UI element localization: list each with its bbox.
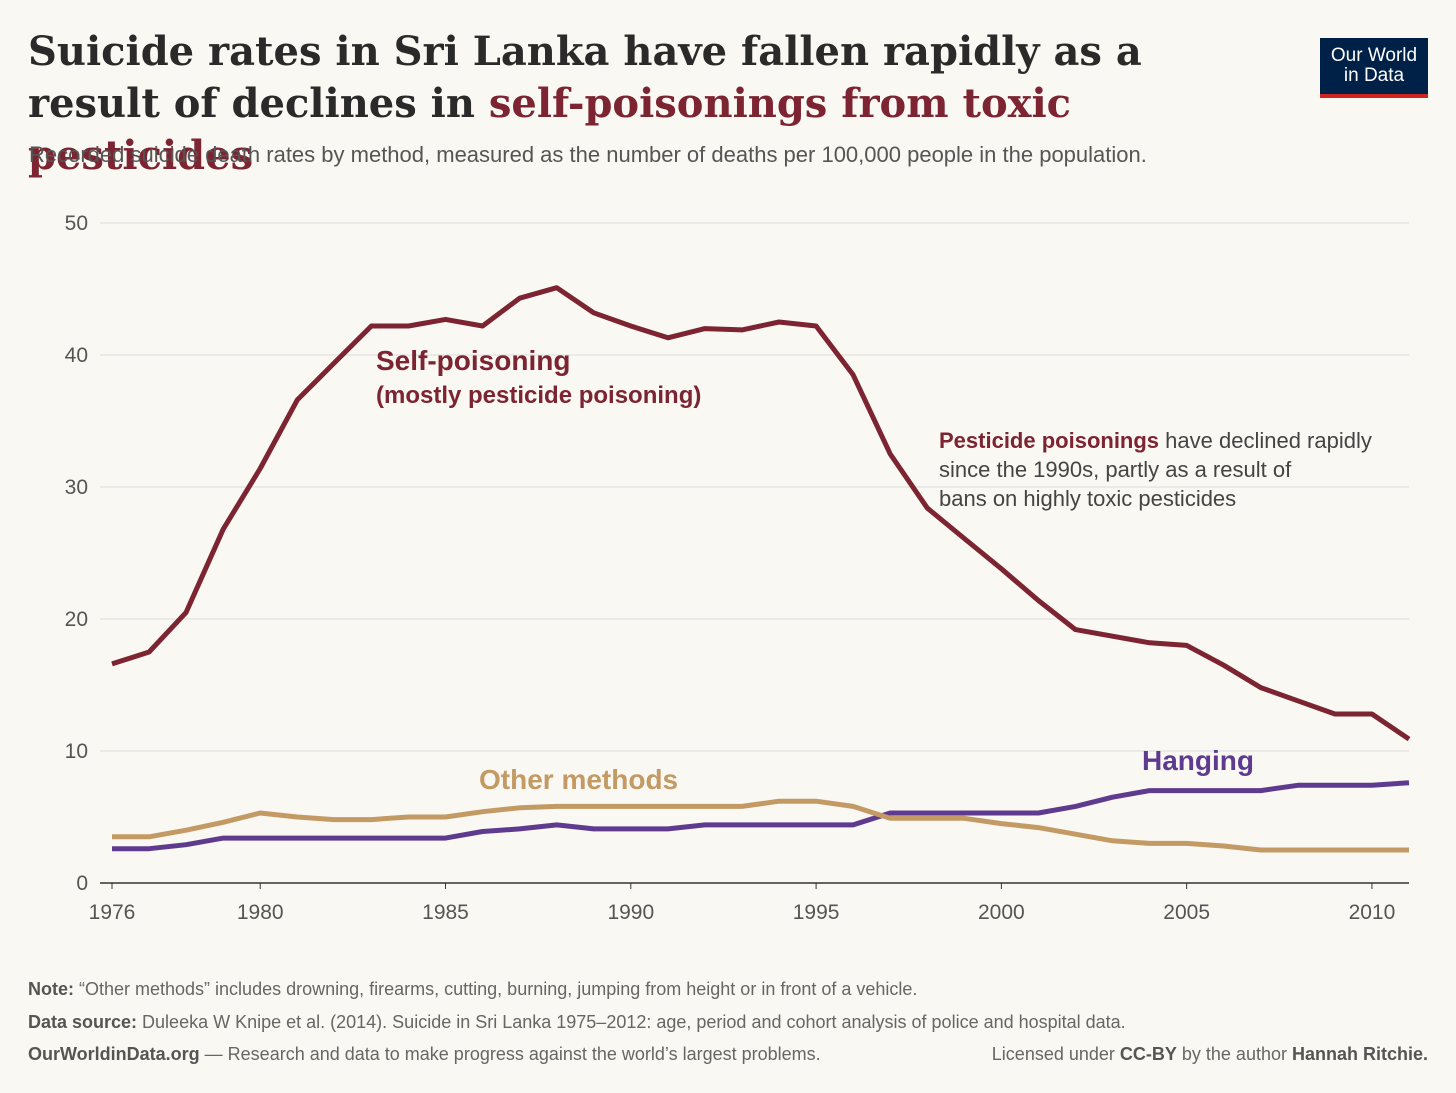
annotation-line-3: bans on highly toxic pesticides [939,486,1236,511]
x-tick-label: 2005 [1163,901,1210,924]
logo-line-1: Our World [1330,45,1418,66]
logo-line-2: in Data [1343,65,1405,86]
site-tagline: — Research and data to make progress aga… [199,1044,821,1064]
x-tick-label: 1990 [607,901,654,924]
note-text: “Other methods” includes drowning, firea… [74,979,918,999]
series-line-self-poisoning[interactable] [111,285,1411,742]
x-axis-ticks: 1976 1980 1985 1990 1995 2000 2005 2010 [89,883,1396,924]
annotation-line-1-rest: have declined rapidly [1159,428,1372,453]
footer-note: Note: “Other methods” includes drowning,… [28,979,917,1000]
note-label: Note: [28,979,74,999]
y-tick-label: 10 [65,740,88,763]
series-lines [111,285,1411,853]
series-label-hanging: Hanging [1142,745,1254,776]
x-tick-label: 2000 [978,901,1025,924]
footer-license: Licensed under CC-BY by the author Hanna… [992,1044,1428,1065]
source-text: Duleeka W Knipe et al. (2014). Suicide i… [137,1012,1126,1032]
annotation: Pesticide poisonings have declined rapid… [939,428,1372,511]
chart-title: Suicide rates in Sri Lanka have fallen r… [28,26,1208,182]
series-line-hanging[interactable] [112,780,1410,852]
x-tick-label: 1976 [89,901,136,924]
owid-logo[interactable]: Our World in Data [1320,38,1428,98]
title-highlight: self-poisonings from toxic pesticides [28,80,1072,179]
y-tick-label: 40 [65,344,88,367]
x-tick-label: 1995 [793,901,840,924]
series-labels: Self-poisoning (mostly pesticide poisoni… [376,345,1254,795]
y-tick-label: 0 [76,872,88,895]
license-link[interactable]: CC-BY [1119,1044,1177,1064]
annotation-line-2: since the 1990s, partly as a result of [939,457,1292,482]
y-tick-label: 30 [65,476,88,499]
chart-subtitle: Recorded suicide death rates by method, … [29,142,1147,167]
title-text: Suicide rates in Sri Lanka have fallen r… [28,28,1142,127]
series-label-other-methods: Other methods [479,764,678,795]
series-sublabel-self-poisoning: (mostly pesticide poisoning) [376,382,701,409]
series-label-self-poisoning: Self-poisoning [376,345,570,376]
y-tick-label: 20 [65,608,88,631]
x-tick-label: 1985 [422,901,469,924]
x-tick-label: 2010 [1349,901,1396,924]
y-axis-ticks: 0 10 20 30 40 50 [65,212,88,895]
x-tick-label: 1980 [237,901,284,924]
footer-site: OurWorldinData.org — Research and data t… [28,1044,821,1065]
footer-source: Data source: Duleeka W Knipe et al. (201… [28,1012,1126,1033]
y-tick-label: 50 [65,212,88,235]
annotation-line-1: Pesticide poisonings have declined rapid… [939,428,1372,453]
source-label: Data source: [28,1012,138,1032]
site-link[interactable]: OurWorldinData.org [28,1044,200,1064]
license-pre: Licensed under [991,1044,1120,1064]
series-line-other-methods[interactable] [112,798,1409,853]
license-mid: by the author [1176,1044,1292,1064]
annotation-bold: Pesticide poisonings [939,428,1159,453]
gridlines [100,222,1409,752]
author-name: Hannah Ritchie. [1291,1044,1428,1064]
